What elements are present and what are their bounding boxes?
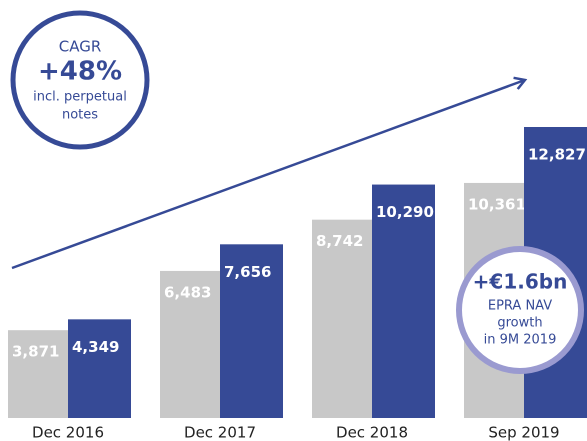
value-label: 10,290 [376,203,434,221]
annotation: incl. perpetual [33,90,127,105]
x-tick-label: Dec 2017 [184,424,256,441]
value-label: 3,871 [12,343,59,361]
value-label: 7,656 [224,263,271,281]
bar [68,319,131,418]
value-label: 8,742 [316,232,363,250]
x-tick-label: Dec 2016 [32,424,104,441]
value-label: 12,827 [528,146,586,164]
x-tick-label: Sep 2019 [488,424,559,441]
bar [220,244,283,418]
growth-circle [456,246,584,374]
bar [8,330,68,418]
annotation: CAGR [59,38,102,56]
bar [312,219,372,418]
annotation: in 9M 2019 [484,333,557,348]
x-tick-label: Dec 2018 [336,424,408,441]
trend-arrow [11,80,525,270]
bar [160,270,220,418]
annotation: notes [62,108,98,123]
annotation: growth [497,316,542,331]
value-label: 6,483 [164,283,211,301]
bar [372,184,435,418]
annotation: +€1.6bn [473,270,568,294]
annotation: +48% [38,57,122,87]
value-label: 10,361 [468,195,526,213]
annotation: EPRA NAV [488,299,552,314]
cagr-circle [10,10,150,150]
value-label: 4,349 [72,338,119,356]
